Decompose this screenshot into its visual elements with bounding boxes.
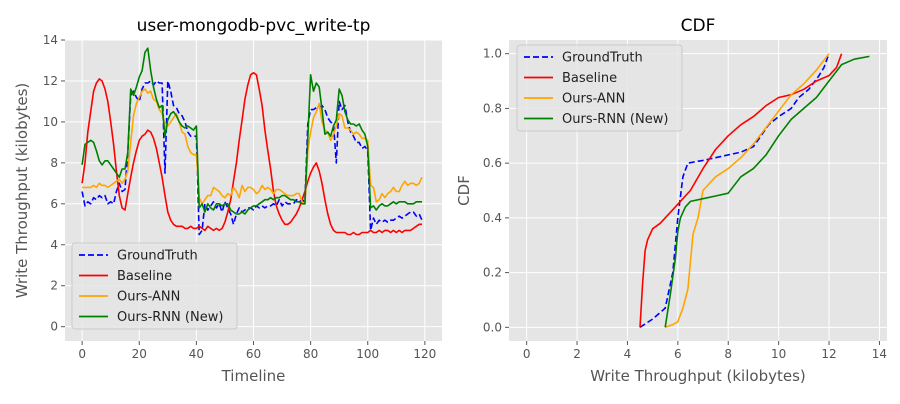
x-tick-label: 80: [303, 347, 318, 361]
y-tick-label: 10: [43, 115, 58, 129]
series-line-baseline: [81, 72, 422, 236]
y-tick-label: 8: [50, 156, 58, 170]
x-tick-label: 60: [246, 347, 261, 361]
x-tick-label: 0: [78, 347, 86, 361]
y-tick-label: 6: [50, 197, 58, 211]
legend-label: Baseline: [562, 71, 617, 86]
y-tick-label: 2: [50, 279, 58, 293]
x-tick-label: 0: [523, 347, 531, 361]
series-line-groundtruth: [639, 53, 830, 328]
legend-label: GroundTruth: [117, 249, 198, 264]
series-line-groundtruth: [81, 80, 423, 236]
legend-label: Ours-RNN (New): [117, 310, 223, 325]
series-line-baseline: [639, 53, 843, 328]
y-tick-label: 0.2: [483, 266, 502, 280]
x-axis-label: Write Throughput (kilobytes): [590, 367, 806, 385]
series-line-ours-rnn-new: [664, 55, 870, 328]
legend-label: Ours-RNN (New): [562, 112, 668, 127]
y-axis-label: Write Throughput (kilobytes): [13, 83, 31, 299]
legend-label: Ours-ANN: [117, 290, 180, 305]
x-tick-label: 10: [771, 347, 786, 361]
series-line-ours-rnn-new: [81, 47, 422, 215]
legend-label: Ours-ANN: [562, 92, 625, 107]
x-tick-label: 2: [573, 347, 581, 361]
y-tick-label: 4: [50, 238, 58, 252]
legend-box: [71, 242, 238, 330]
x-axis-label: Timeline: [221, 367, 286, 385]
x-tick-label: 6: [674, 347, 682, 361]
x-tick-label: 4: [624, 347, 632, 361]
x-tick-label: 12: [821, 347, 836, 361]
y-tick-label: 0.0: [483, 320, 502, 334]
y-tick-label: 1.0: [483, 47, 502, 61]
y-tick-label: 0.8: [483, 101, 502, 115]
y-tick-label: 0.6: [483, 156, 502, 170]
y-tick-label: 14: [43, 33, 58, 47]
x-tick-label: 20: [132, 347, 147, 361]
x-tick-label: 100: [356, 347, 379, 361]
chart-title: CDF: [681, 16, 716, 36]
right-chart: 0 2 4 6 8 10 12 14 0.0 0.2 0.4 0.6 0.8 1.0 CDF Write Th…: [455, 16, 887, 385]
legend-box: [516, 44, 683, 132]
chart-title: user-mongodb-pvc_write-tp: [137, 16, 371, 36]
x-tick-label: 14: [872, 347, 887, 361]
x-tick-label: 40: [189, 347, 204, 361]
y-tick-label: 0.4: [483, 211, 502, 225]
legend-label: Baseline: [117, 269, 172, 284]
x-tick-label: 120: [413, 347, 436, 361]
y-tick-label: 12: [43, 74, 58, 88]
x-tick-label: 8: [724, 347, 732, 361]
left-chart: 0 20 40 60 80 100 120 0 2 4 6 8 10 12 14 user-mongodb-p…: [13, 16, 442, 385]
legend-label: GroundTruth: [562, 51, 643, 66]
series-line-ours-ann: [664, 53, 830, 329]
y-tick-label: 0: [50, 320, 58, 334]
y-axis-label: CDF: [455, 175, 473, 206]
